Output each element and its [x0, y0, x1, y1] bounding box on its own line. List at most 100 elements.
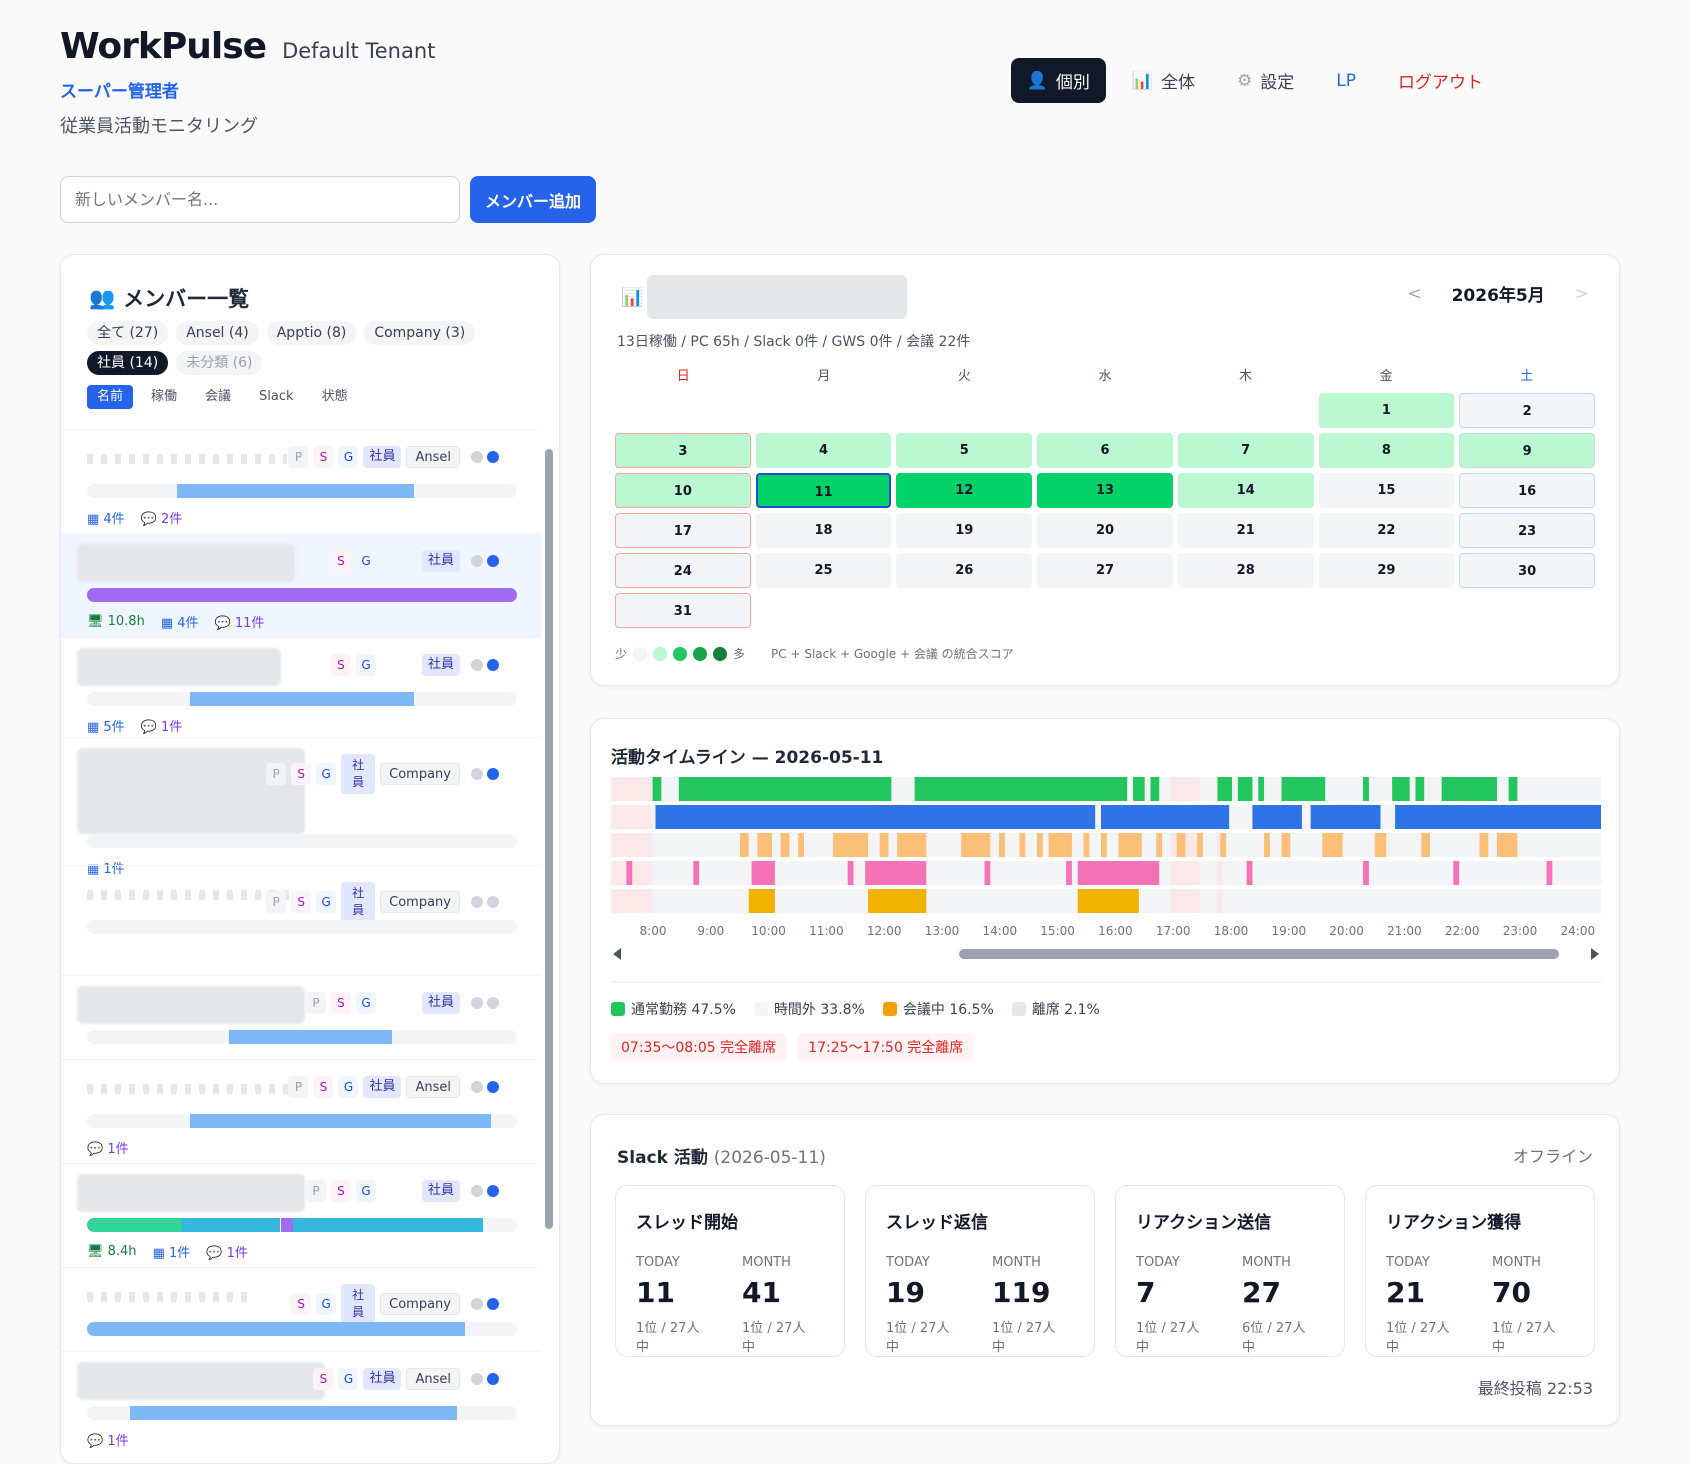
member-row[interactable]: P S G 社員 Ansel 💬 1件 — [61, 1059, 541, 1163]
timeline-segment[interactable] — [1246, 861, 1253, 885]
calendar-day[interactable]: 19 — [896, 513, 1033, 548]
calendar-day[interactable]: 26 — [896, 553, 1033, 588]
nav-all-button[interactable]: 📊 全体 — [1116, 58, 1211, 103]
timeline-segment[interactable] — [748, 889, 775, 913]
calendar-day[interactable]: 15 — [1318, 473, 1455, 508]
timeline-segment[interactable] — [1048, 833, 1072, 857]
calendar-day[interactable]: 4 — [755, 433, 892, 468]
timeline-segment[interactable] — [1508, 777, 1518, 801]
timeline-segment[interactable] — [1363, 861, 1369, 885]
timeline-segment[interactable] — [1258, 777, 1265, 801]
timeline-segment[interactable] — [1101, 833, 1107, 857]
timeline-segment[interactable] — [693, 861, 700, 885]
timeline-segment[interactable] — [655, 805, 1096, 829]
timeline-segment[interactable] — [868, 889, 927, 913]
timeline-segment[interactable] — [1479, 833, 1489, 857]
timeline-segment[interactable] — [652, 777, 662, 801]
timeline-segment[interactable] — [1374, 833, 1387, 857]
calendar-day[interactable]: 6 — [1037, 433, 1173, 468]
calendar-day[interactable]: 29 — [1318, 553, 1455, 588]
calendar-day[interactable]: 20 — [1037, 513, 1173, 548]
timeline-segment[interactable] — [1421, 833, 1431, 857]
calendar-day[interactable]: 25 — [755, 553, 892, 588]
filter-chip[interactable]: Ansel (4) — [176, 321, 259, 345]
calendar-day[interactable]: 30 — [1459, 553, 1595, 588]
timeline-segment[interactable] — [1150, 777, 1160, 801]
timeline-segment[interactable] — [1220, 833, 1227, 857]
scroll-left-icon[interactable] — [613, 948, 621, 960]
timeline-segment[interactable] — [1310, 805, 1381, 829]
filter-chip[interactable]: 全て (27) — [87, 321, 169, 345]
timeline-segment[interactable] — [1441, 777, 1497, 801]
calendar-day[interactable]: 28 — [1177, 553, 1314, 588]
timeline-segment[interactable] — [1083, 833, 1090, 857]
calendar-day[interactable]: 22 — [1318, 513, 1455, 548]
nav-individual-button[interactable]: 👤 個別 — [1010, 58, 1106, 103]
timeline-segment[interactable] — [1101, 805, 1230, 829]
filter-chip[interactable]: 社員 (14) — [87, 351, 169, 375]
timeline-segment[interactable] — [1197, 833, 1203, 857]
timeline-segment[interactable] — [780, 833, 790, 857]
timeline-segment[interactable] — [847, 861, 854, 885]
member-row[interactable]: P S G 社員 🖥 8.4h ▦ 1件 💬 1件 — [61, 1163, 541, 1267]
add-member-button[interactable]: メンバー追加 — [470, 176, 596, 223]
calendar-day[interactable]: 7 — [1177, 433, 1314, 468]
calendar-day[interactable]: 17 — [615, 513, 751, 548]
member-row[interactable]: P S G 社員 Ansel ▦ 4件 💬 2件 — [61, 429, 541, 533]
timeline-segment[interactable] — [1392, 777, 1410, 801]
calendar-day[interactable]: 10 — [615, 473, 751, 508]
logout-link[interactable]: ログアウト — [1398, 73, 1483, 93]
timeline-segment[interactable] — [1252, 805, 1302, 829]
timeline-segment[interactable] — [626, 861, 633, 885]
calendar-day[interactable]: 3 — [615, 433, 751, 468]
calendar-day[interactable]: 16 — [1459, 473, 1595, 508]
timeline-segment[interactable] — [984, 861, 991, 885]
member-row[interactable]: P S G 社員 — [61, 975, 541, 1059]
calendar-day[interactable]: 5 — [896, 433, 1033, 468]
timeline-segment[interactable] — [1322, 833, 1343, 857]
timeline-segment[interactable] — [1453, 861, 1460, 885]
timeline-segment[interactable] — [1497, 833, 1518, 857]
timeline-segment[interactable] — [1546, 861, 1553, 885]
timeline-segment[interactable] — [1077, 889, 1139, 913]
filter-chip[interactable]: Apptio (8) — [266, 321, 357, 345]
timeline-segment[interactable] — [1156, 833, 1163, 857]
calendar-day[interactable]: 13 — [1037, 473, 1173, 508]
sort-tab[interactable]: Slack — [259, 389, 294, 404]
timeline-segment[interactable] — [798, 833, 804, 857]
timeline-segment[interactable] — [1019, 833, 1026, 857]
timeline-segment[interactable] — [1363, 777, 1369, 801]
timeline-segment[interactable] — [1217, 777, 1233, 801]
timeline-segment[interactable] — [1281, 777, 1326, 801]
timeline-segment[interactable] — [879, 833, 889, 857]
calendar-day[interactable]: 31 — [615, 593, 751, 628]
calendar-day[interactable]: 8 — [1318, 433, 1455, 468]
timeline-segment[interactable] — [1281, 833, 1291, 857]
timeline-segment[interactable] — [897, 833, 927, 857]
timeline-segment[interactable] — [751, 861, 775, 885]
timeline-segment[interactable] — [1133, 777, 1145, 801]
new-member-input[interactable] — [60, 176, 460, 223]
sort-tab[interactable]: 状態 — [321, 389, 348, 404]
timeline-segment[interactable] — [999, 833, 1005, 857]
calendar-day[interactable]: 21 — [1177, 513, 1314, 548]
calendar-day[interactable]: 9 — [1459, 433, 1595, 468]
member-row[interactable]: S G 社員 🖥 10.8h ▦ 4件 💬 11件 — [61, 533, 541, 637]
timeline-segment[interactable] — [1395, 805, 1601, 829]
sort-tab[interactable]: 名前 — [87, 385, 134, 409]
prev-month-button[interactable]: < — [1407, 283, 1422, 304]
nav-lp-link[interactable]: LP — [1336, 70, 1356, 91]
filter-chip[interactable]: Company (3) — [364, 321, 476, 345]
calendar-day[interactable]: 27 — [1037, 553, 1173, 588]
member-row[interactable]: S G 社員 Ansel 💬 1件 — [61, 1351, 541, 1451]
calendar-day[interactable]: 12 — [896, 473, 1033, 508]
scroll-right-icon[interactable] — [1591, 948, 1599, 960]
timeline-segment[interactable] — [1066, 861, 1072, 885]
timeline-scrollbar-thumb[interactable] — [959, 949, 1559, 959]
timeline-segment[interactable] — [1264, 833, 1270, 857]
filter-chip[interactable]: 未分類 (6) — [176, 351, 263, 375]
calendar-day[interactable]: 18 — [755, 513, 892, 548]
